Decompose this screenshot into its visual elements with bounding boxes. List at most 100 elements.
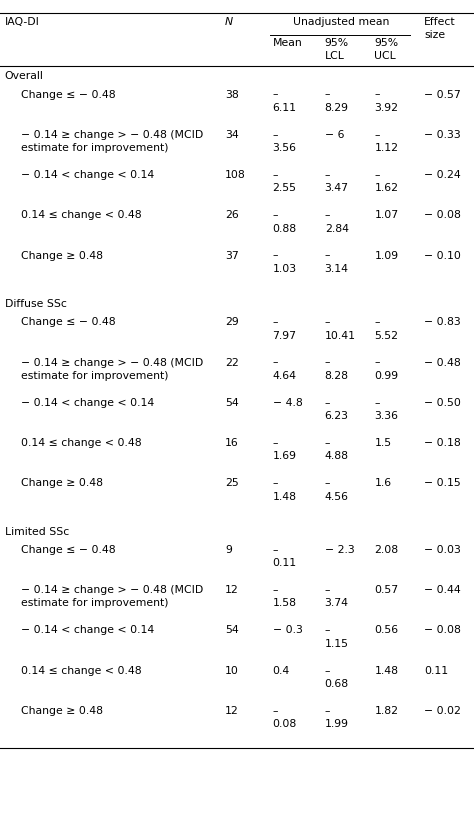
Text: Change ≤ − 0.48: Change ≤ − 0.48 (21, 317, 116, 327)
Text: 8.28: 8.28 (325, 370, 349, 380)
Text: − 0.14 ≥ change > − 0.48 (MCID: − 0.14 ≥ change > − 0.48 (MCID (21, 585, 203, 595)
Text: 0.08: 0.08 (273, 719, 297, 729)
Text: 37: 37 (225, 251, 239, 261)
Text: –: – (273, 170, 278, 179)
Text: 1.5: 1.5 (374, 437, 392, 447)
Text: –: – (273, 478, 278, 488)
Text: –: – (325, 478, 330, 488)
Text: − 0.24: − 0.24 (424, 170, 461, 179)
Text: –: – (273, 89, 278, 99)
Text: 22: 22 (225, 357, 239, 367)
Text: 3.56: 3.56 (273, 143, 297, 153)
Text: –: – (374, 170, 380, 179)
Text: 6.23: 6.23 (325, 410, 349, 420)
Text: − 0.15: − 0.15 (424, 478, 461, 488)
Text: Limited SSc: Limited SSc (5, 526, 69, 536)
Text: 1.07: 1.07 (374, 210, 399, 220)
Text: 0.14 ≤ change < 0.48: 0.14 ≤ change < 0.48 (21, 665, 142, 675)
Text: –: – (325, 705, 330, 715)
Text: –: – (325, 624, 330, 634)
Text: − 0.03: − 0.03 (424, 544, 461, 554)
Text: 1.03: 1.03 (273, 264, 297, 274)
Text: –: – (325, 210, 330, 220)
Text: 34: 34 (225, 130, 239, 140)
Text: 4.56: 4.56 (325, 491, 349, 501)
Text: 4.64: 4.64 (273, 370, 297, 380)
Text: estimate for improvement): estimate for improvement) (21, 598, 169, 608)
Text: 4.88: 4.88 (325, 451, 349, 461)
Text: 1.82: 1.82 (374, 705, 399, 715)
Text: 8.29: 8.29 (325, 103, 349, 112)
Text: 0.14 ≤ change < 0.48: 0.14 ≤ change < 0.48 (21, 437, 142, 447)
Text: Change ≤ − 0.48: Change ≤ − 0.48 (21, 89, 116, 99)
Text: –: – (325, 251, 330, 261)
Text: 1.6: 1.6 (374, 478, 392, 488)
Text: 0.68: 0.68 (325, 678, 349, 688)
Text: –: – (325, 357, 330, 367)
Text: 1.12: 1.12 (374, 143, 399, 153)
Text: IAQ-DI: IAQ-DI (5, 17, 40, 26)
Text: 0.11: 0.11 (273, 557, 297, 567)
Text: Change ≥ 0.48: Change ≥ 0.48 (21, 478, 103, 488)
Text: − 0.83: − 0.83 (424, 317, 461, 327)
Text: estimate for improvement): estimate for improvement) (21, 143, 169, 153)
Text: 10: 10 (225, 665, 239, 675)
Text: 0.4: 0.4 (273, 665, 290, 675)
Text: − 0.57: − 0.57 (424, 89, 461, 99)
Text: − 0.14 ≥ change > − 0.48 (MCID: − 0.14 ≥ change > − 0.48 (MCID (21, 357, 203, 367)
Text: 6.11: 6.11 (273, 103, 297, 112)
Text: 0.88: 0.88 (273, 223, 297, 233)
Text: 12: 12 (225, 705, 239, 715)
Text: 38: 38 (225, 89, 239, 99)
Text: 1.09: 1.09 (374, 251, 399, 261)
Text: –: – (325, 170, 330, 179)
Text: − 0.18: − 0.18 (424, 437, 461, 447)
Text: 1.62: 1.62 (374, 183, 399, 193)
Text: − 0.33: − 0.33 (424, 130, 461, 140)
Text: − 0.3: − 0.3 (273, 624, 302, 634)
Text: –: – (325, 397, 330, 407)
Text: 7.97: 7.97 (273, 330, 297, 340)
Text: –: – (273, 585, 278, 595)
Text: − 0.14 ≥ change > − 0.48 (MCID: − 0.14 ≥ change > − 0.48 (MCID (21, 130, 203, 140)
Text: –: – (374, 317, 380, 327)
Text: 0.57: 0.57 (374, 585, 399, 595)
Text: –: – (273, 130, 278, 140)
Text: 3.74: 3.74 (325, 598, 349, 608)
Text: − 0.48: − 0.48 (424, 357, 461, 367)
Text: 16: 16 (225, 437, 239, 447)
Text: –: – (325, 665, 330, 675)
Text: − 6: − 6 (325, 130, 344, 140)
Text: 0.14 ≤ change < 0.48: 0.14 ≤ change < 0.48 (21, 210, 142, 220)
Text: –: – (273, 251, 278, 261)
Text: − 2.3: − 2.3 (325, 544, 355, 554)
Text: − 0.08: − 0.08 (424, 210, 461, 220)
Text: UCL: UCL (374, 51, 396, 61)
Text: − 0.44: − 0.44 (424, 585, 461, 595)
Text: –: – (273, 210, 278, 220)
Text: Overall: Overall (5, 71, 44, 81)
Text: − 0.14 < change < 0.14: − 0.14 < change < 0.14 (21, 624, 155, 634)
Text: –: – (325, 437, 330, 447)
Text: Change ≤ − 0.48: Change ≤ − 0.48 (21, 544, 116, 554)
Text: − 0.02: − 0.02 (424, 705, 461, 715)
Text: –: – (374, 89, 380, 99)
Text: –: – (273, 437, 278, 447)
Text: estimate for improvement): estimate for improvement) (21, 370, 169, 380)
Text: 3.47: 3.47 (325, 183, 349, 193)
Text: 0.11: 0.11 (424, 665, 448, 675)
Text: 12: 12 (225, 585, 239, 595)
Text: –: – (273, 544, 278, 554)
Text: 1.58: 1.58 (273, 598, 297, 608)
Text: –: – (325, 89, 330, 99)
Text: –: – (325, 317, 330, 327)
Text: − 0.08: − 0.08 (424, 624, 461, 634)
Text: 54: 54 (225, 397, 239, 407)
Text: Mean: Mean (273, 38, 302, 48)
Text: 0.99: 0.99 (374, 370, 399, 380)
Text: 1.48: 1.48 (273, 491, 297, 501)
Text: 1.15: 1.15 (325, 638, 349, 648)
Text: − 0.14 < change < 0.14: − 0.14 < change < 0.14 (21, 170, 155, 179)
Text: 5.52: 5.52 (374, 330, 399, 340)
Text: Effect: Effect (424, 17, 456, 26)
